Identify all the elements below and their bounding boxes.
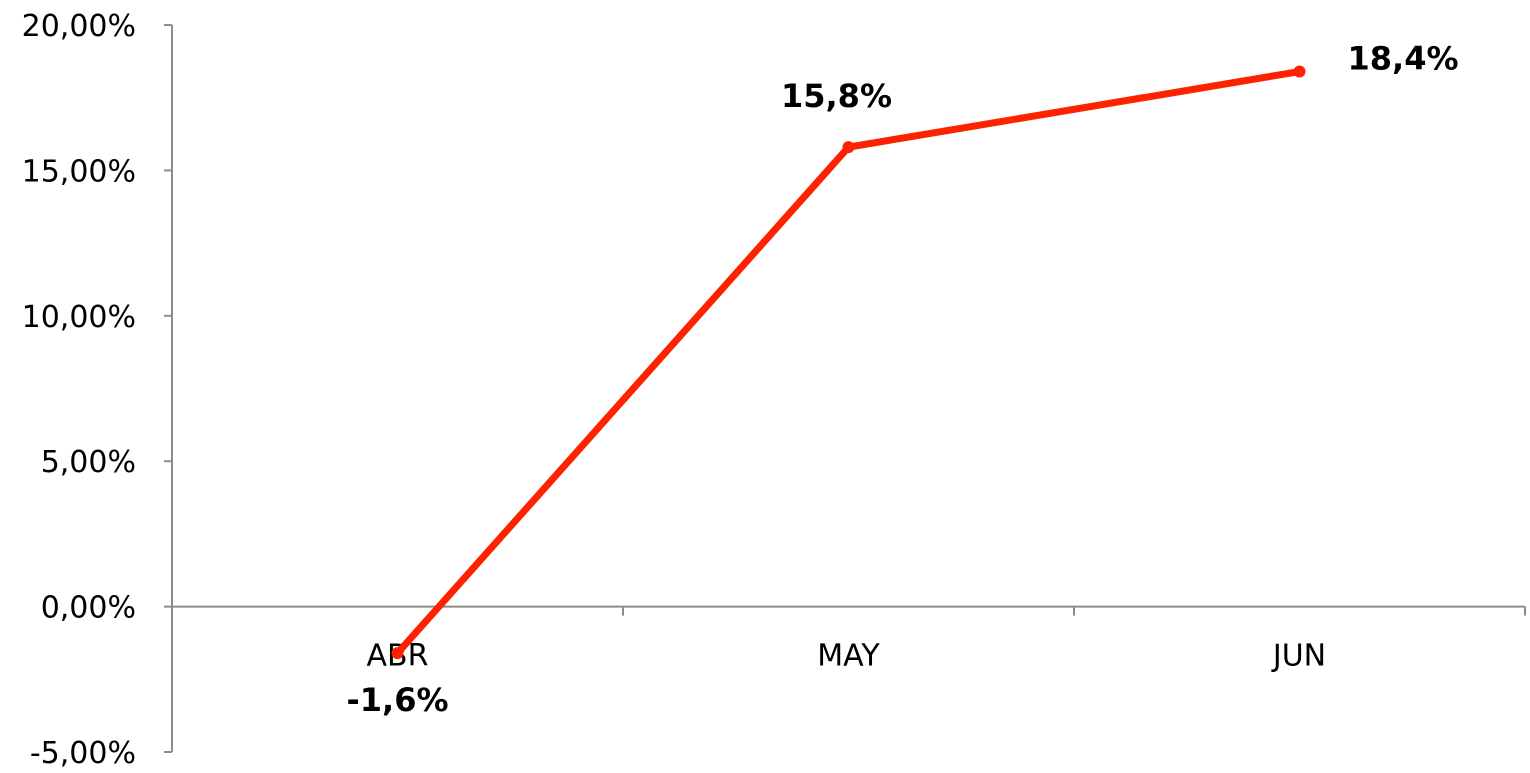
x-tick-label: JUN [1271,639,1326,674]
y-tick-label: 0,00% [41,591,136,626]
x-tick-label: MAY [817,639,880,674]
data-labels: -1,6% 15,8% 18,4% [346,40,1458,720]
data-label: -1,6% [346,681,448,719]
data-label: 15,8% [781,77,892,115]
data-label: 18,4% [1348,40,1459,78]
data-point [842,141,855,154]
x-ticks: ABRMAYJUN [367,606,1526,674]
data-point [391,647,404,660]
y-ticks: 20,00% 15,00% 10,00% 5,00% 0,00% -5,00% [22,9,172,771]
series-line [394,68,1303,657]
y-tick-label: 10,00% [22,300,136,335]
data-point [1293,65,1306,78]
y-tick-label: 20,00% [22,9,136,44]
series-group [391,65,1306,660]
y-tick-label: 15,00% [22,154,136,189]
y-tick-label: -5,00% [30,736,136,771]
y-tick-label: 5,00% [41,445,136,480]
